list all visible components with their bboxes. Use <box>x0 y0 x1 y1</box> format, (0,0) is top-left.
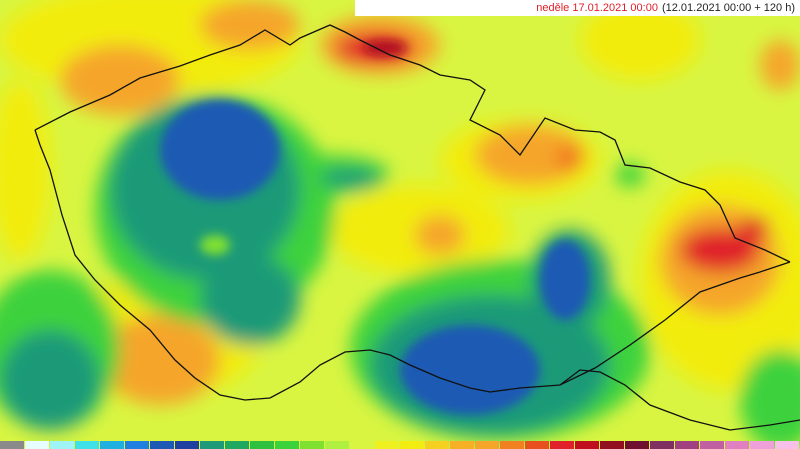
scale-swatch <box>400 441 424 449</box>
scale-swatch <box>275 441 299 449</box>
scale-swatch <box>150 441 174 449</box>
scale-swatch <box>325 441 349 449</box>
header-box <box>355 0 800 16</box>
scale-swatch <box>125 441 149 449</box>
scale-swatch <box>50 441 74 449</box>
scale-swatch <box>650 441 674 449</box>
scale-swatch <box>775 441 799 449</box>
scale-swatch <box>75 441 99 449</box>
scale-swatch <box>700 441 724 449</box>
scale-swatch <box>175 441 199 449</box>
scale-swatch <box>525 441 549 449</box>
country-border-south <box>34 129 791 401</box>
scale-swatch <box>300 441 324 449</box>
scale-swatch <box>0 441 24 449</box>
scale-swatch <box>225 441 249 449</box>
forecast-date: neděle 17.01.2021 00:00 <box>536 2 658 14</box>
color-scale <box>0 441 799 449</box>
scale-swatch <box>350 441 374 449</box>
scale-swatch <box>750 441 774 449</box>
scale-swatch <box>200 441 224 449</box>
scale-swatch <box>250 441 274 449</box>
scale-swatch <box>575 441 599 449</box>
scale-swatch <box>500 441 524 449</box>
scale-swatch <box>600 441 624 449</box>
scale-swatch <box>550 441 574 449</box>
country-border <box>34 24 791 263</box>
scale-swatch <box>625 441 649 449</box>
scale-swatch <box>450 441 474 449</box>
scale-swatch <box>375 441 399 449</box>
model-run: (12.01.2021 00:00 + 120 h) <box>662 2 795 14</box>
scale-swatch <box>100 441 124 449</box>
scale-swatch <box>475 441 499 449</box>
header: neděle 17.01.2021 00:00 (12.01.2021 00:00… <box>536 2 795 14</box>
scale-swatch <box>725 441 749 449</box>
scale-swatch <box>675 441 699 449</box>
field-core <box>160 40 590 415</box>
country-border-east <box>559 369 800 431</box>
scale-swatch <box>425 441 449 449</box>
scale-swatch <box>25 441 49 449</box>
